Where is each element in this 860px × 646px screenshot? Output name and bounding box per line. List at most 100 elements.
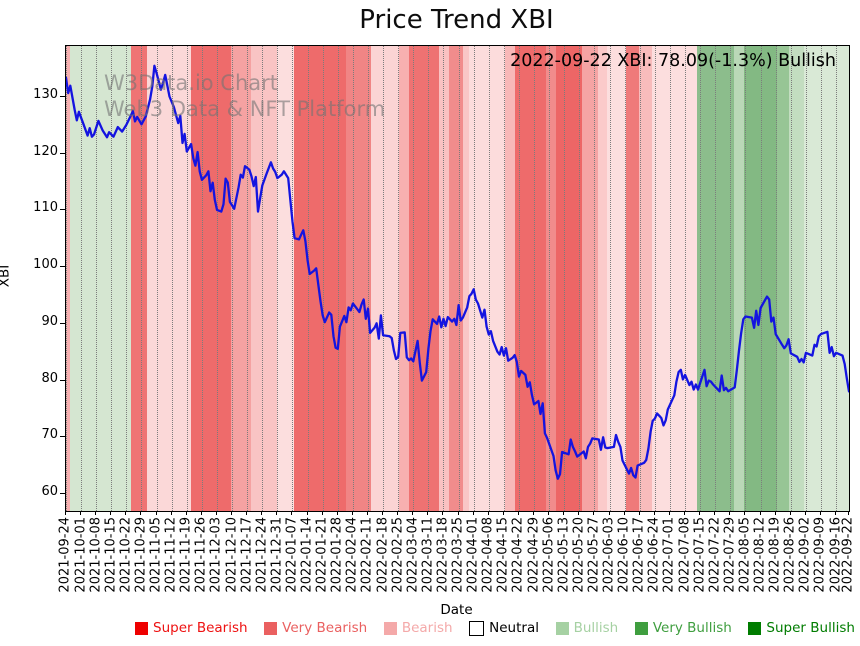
gridline — [685, 46, 687, 511]
x-tick-label: 2022-05-20 — [571, 517, 587, 593]
gridline — [413, 46, 415, 511]
y-tick-mark — [60, 436, 65, 438]
y-tick-mark — [60, 266, 65, 268]
gridline — [292, 46, 294, 511]
sentiment-band-bullish — [803, 46, 849, 511]
gridline — [171, 46, 173, 511]
x-tick-label: 2022-01-21 — [314, 517, 330, 593]
legend-swatch — [264, 621, 278, 635]
x-tick-mark — [155, 511, 157, 515]
x-tick-mark — [215, 511, 217, 515]
x-tick-mark — [533, 511, 535, 515]
y-tick-label: 80 — [41, 370, 58, 386]
gridline — [624, 46, 626, 511]
x-tick-mark — [684, 511, 686, 515]
x-tick-label: 2022-07-01 — [661, 517, 677, 593]
sentiment-band-very-bearish — [545, 46, 557, 511]
x-tick-mark — [578, 511, 580, 515]
gridline — [669, 46, 671, 511]
x-tick-label: 2022-08-19 — [767, 517, 783, 593]
sentiment-band-bearish — [399, 46, 409, 511]
legend-swatch — [555, 621, 569, 635]
legend-item-super-bearish: Super Bearish — [135, 620, 248, 636]
plot-area: W3Data.io Chart Web3 Data & NFT Platform… — [65, 45, 850, 512]
sentiment-band-very-bearish — [625, 46, 640, 511]
grid-layer — [66, 46, 849, 511]
y-tick-mark — [60, 152, 65, 154]
gridline — [232, 46, 234, 511]
x-tick-mark — [759, 511, 761, 515]
x-tick-mark — [291, 511, 293, 515]
legend-item-bearish: Bearish — [383, 620, 453, 636]
gridline — [820, 46, 822, 511]
legend-item-very-bearish: Very Bearish — [264, 620, 367, 636]
x-tick-label: 2021-10-01 — [73, 517, 89, 593]
x-tick-label: 2022-04-15 — [495, 517, 511, 593]
legend-item-very-bullish: Very Bullish — [634, 620, 732, 636]
x-tick-label: 2022-01-28 — [329, 517, 345, 593]
x-tick-label: 2022-01-14 — [299, 517, 315, 593]
price-line — [66, 64, 849, 480]
x-tick-mark — [442, 511, 444, 515]
x-tick-mark — [714, 511, 716, 515]
x-tick-mark — [231, 511, 233, 515]
y-tick-mark — [60, 379, 65, 381]
gridline — [216, 46, 218, 511]
x-tick-mark — [653, 511, 655, 515]
x-tick-mark — [848, 511, 849, 515]
gridline — [322, 46, 324, 511]
gridline — [367, 46, 369, 511]
legend-item-super-bullish: Super Bullish — [748, 620, 855, 636]
x-tick-mark — [412, 511, 414, 515]
x-tick-mark — [804, 511, 806, 515]
x-tick-mark — [487, 511, 489, 515]
y-tick-mark — [60, 209, 65, 211]
gridline — [186, 46, 188, 511]
x-tick-mark — [306, 511, 308, 515]
gridline — [534, 46, 536, 511]
gridline — [564, 46, 566, 511]
x-tick-label: 2022-03-25 — [450, 517, 466, 593]
y-tick-label: 100 — [33, 257, 58, 273]
legend-swatch — [135, 621, 148, 635]
legend-swatch — [634, 621, 648, 635]
gridline — [337, 46, 339, 511]
legend-swatch — [383, 621, 397, 635]
x-tick-label: 2021-11-12 — [163, 517, 179, 593]
x-tick-label: 2021-09-24 — [58, 517, 73, 593]
sentiment-band-very-bearish — [293, 46, 346, 511]
x-tick-label: 2021-12-24 — [254, 517, 270, 593]
gridline — [745, 46, 747, 511]
gridline — [518, 46, 520, 511]
sentiment-band-bearish — [652, 46, 697, 511]
x-tick-mark — [276, 511, 278, 515]
gridline — [458, 46, 460, 511]
x-tick-mark — [200, 511, 202, 515]
x-tick-label: 2022-08-26 — [782, 517, 798, 593]
sentiment-band-very-bearish — [515, 46, 546, 511]
x-tick-label: 2022-08-05 — [737, 517, 753, 593]
x-tick-mark — [668, 511, 670, 515]
legend: Super Bearish Very Bearish Bearish Neutral B… — [135, 620, 855, 636]
gridline — [473, 46, 475, 511]
sentiment-band-bearish — [639, 46, 653, 511]
x-tick-mark — [366, 511, 368, 515]
gridline — [579, 46, 581, 511]
gridline — [96, 46, 98, 511]
gridline — [730, 46, 732, 511]
x-tick-label: 2022-07-08 — [677, 517, 693, 593]
x-tick-mark — [548, 511, 550, 515]
y-tick-mark — [60, 96, 65, 98]
x-tick-label: 2021-10-15 — [103, 517, 119, 593]
legend-label: Super Bearish — [153, 620, 248, 636]
latest-price-annotation: 2022-09-22 XBI: 78.09(-1.3%) Bullish — [510, 51, 836, 71]
y-tick-label: 130 — [33, 87, 58, 103]
sentiment-band-bearish — [504, 46, 516, 511]
x-tick-label: 2021-12-10 — [224, 517, 240, 593]
sentiment-band-very-bearish — [345, 46, 371, 511]
sentiment-band-bearish — [66, 46, 71, 511]
x-tick-mark — [382, 511, 384, 515]
x-tick-mark — [457, 511, 459, 515]
x-axis-label: Date — [440, 602, 473, 618]
sentiment-band-bearish — [468, 46, 505, 511]
